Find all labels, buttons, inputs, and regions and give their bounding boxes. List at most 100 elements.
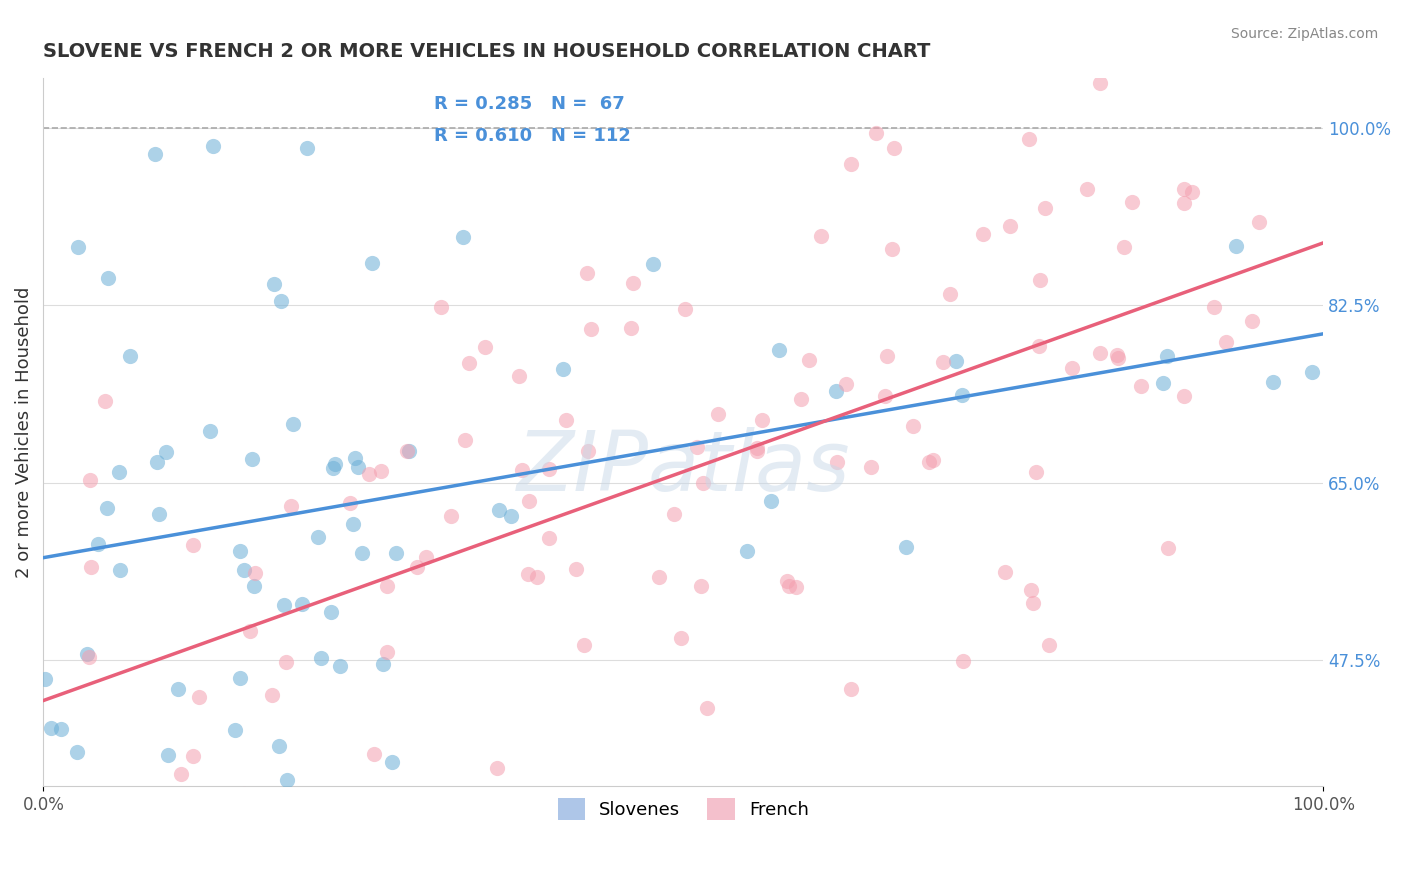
French (232, 787, 254, 801)
Slovenes (309, 651, 332, 665)
Slovenes (51, 722, 73, 736)
French (581, 322, 603, 336)
Slovenes (384, 546, 406, 560)
French (1247, 215, 1270, 229)
Slovenes (267, 739, 290, 753)
French (377, 579, 399, 593)
French (1157, 541, 1180, 555)
French (938, 286, 960, 301)
French (778, 579, 800, 593)
French (1035, 201, 1057, 215)
French (359, 467, 381, 481)
Slovenes (499, 509, 522, 524)
Slovenes (273, 598, 295, 612)
French (170, 767, 193, 781)
French (776, 574, 799, 589)
Slovenes (145, 146, 167, 161)
French (363, 747, 385, 761)
French (454, 434, 477, 448)
Text: Source: ZipAtlas.com: Source: ZipAtlas.com (1230, 27, 1378, 41)
Slovenes (347, 460, 370, 475)
Text: R = 0.285   N =  67: R = 0.285 N = 67 (433, 95, 624, 113)
French (1129, 379, 1152, 393)
Slovenes (295, 141, 318, 155)
Slovenes (242, 579, 264, 593)
Slovenes (551, 362, 574, 376)
French (245, 566, 267, 580)
French (751, 412, 773, 426)
Y-axis label: 2 or more Vehicles in Household: 2 or more Vehicles in Household (15, 286, 32, 578)
Slovenes (155, 445, 177, 459)
Slovenes (761, 494, 783, 508)
French (859, 460, 882, 475)
French (526, 569, 548, 583)
French (457, 356, 479, 370)
French (517, 566, 540, 581)
French (375, 644, 398, 658)
French (370, 464, 392, 478)
Slovenes (34, 673, 56, 687)
French (673, 301, 696, 316)
Slovenes (1301, 365, 1323, 379)
Slovenes (148, 507, 170, 521)
Slovenes (108, 563, 131, 577)
French (865, 126, 887, 140)
French (440, 509, 463, 524)
Slovenes (281, 417, 304, 432)
Slovenes (344, 450, 367, 465)
French (80, 559, 103, 574)
French (834, 377, 856, 392)
Slovenes (768, 343, 790, 357)
French (994, 566, 1017, 580)
Slovenes (398, 443, 420, 458)
French (745, 441, 768, 455)
French (662, 507, 685, 521)
French (555, 412, 578, 426)
French (1000, 219, 1022, 233)
French (485, 761, 508, 775)
Slovenes (328, 659, 350, 673)
Slovenes (1156, 349, 1178, 363)
Slovenes (167, 682, 190, 697)
French (79, 473, 101, 487)
French (810, 229, 832, 244)
French (1173, 195, 1195, 210)
French (785, 580, 807, 594)
Slovenes (350, 546, 373, 560)
French (1038, 638, 1060, 652)
French (1029, 272, 1052, 286)
French (280, 500, 302, 514)
French (1215, 335, 1237, 350)
French (620, 321, 643, 335)
French (564, 561, 586, 575)
Slovenes (118, 350, 141, 364)
French (745, 443, 768, 458)
French (932, 354, 955, 368)
French (875, 389, 897, 403)
French (876, 349, 898, 363)
Slovenes (198, 425, 221, 439)
French (415, 550, 437, 565)
Slovenes (737, 543, 759, 558)
French (1105, 348, 1128, 362)
French (883, 141, 905, 155)
French (1173, 389, 1195, 403)
Slovenes (641, 257, 664, 271)
French (880, 242, 903, 256)
Slovenes (1152, 376, 1174, 390)
French (508, 368, 530, 383)
Slovenes (1263, 375, 1285, 389)
French (623, 276, 645, 290)
French (707, 407, 730, 421)
French (276, 655, 298, 669)
French (381, 863, 404, 877)
French (474, 340, 496, 354)
French (1076, 182, 1098, 196)
French (1019, 582, 1042, 597)
French (1121, 194, 1143, 209)
Slovenes (322, 460, 344, 475)
Slovenes (381, 756, 404, 770)
French (952, 654, 974, 668)
Slovenes (263, 277, 285, 291)
Slovenes (1225, 239, 1247, 253)
